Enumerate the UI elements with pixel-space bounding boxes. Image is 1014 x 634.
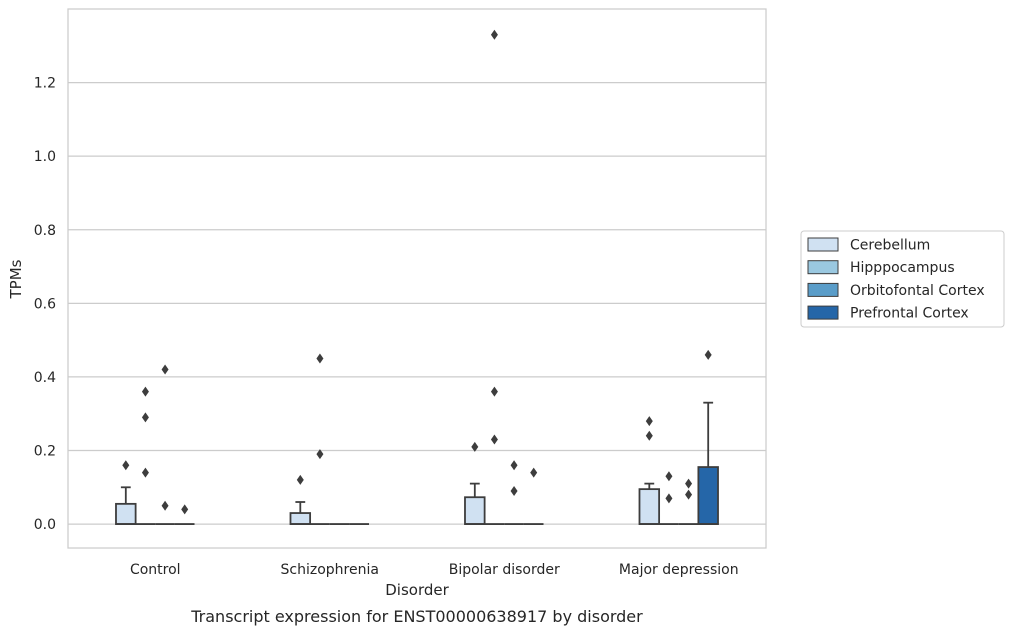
y-tick-label: 0.2 (34, 444, 56, 460)
outlier-point (490, 29, 498, 40)
legend-swatch (807, 260, 839, 275)
gridlines (68, 81, 766, 525)
x-axis-title: Disorder (385, 581, 449, 599)
chart-caption: Transcript expression for ENST0000063891… (190, 607, 643, 626)
outlier-point (685, 489, 693, 500)
outlier-point (704, 349, 712, 360)
legend: Cerebellum Hipppocampus Orbitofontal Corte… (800, 230, 1005, 328)
x-tick-label: Major depression (619, 562, 739, 578)
legend-label: Orbitofontal Cortex (850, 283, 985, 299)
legend-frame (800, 230, 1005, 328)
y-tick-label: 0.8 (34, 223, 56, 239)
outlier-point (161, 364, 169, 375)
y-tick-label: 1.0 (34, 149, 56, 165)
x-tick-label: Bipolar disorder (449, 562, 560, 578)
outlier-point (161, 500, 169, 511)
legend-swatch (807, 305, 839, 320)
outlier-point (665, 471, 673, 482)
outlier-point (665, 493, 673, 504)
box-body (638, 488, 661, 525)
legend-swatch (807, 237, 839, 252)
box-body (115, 502, 137, 525)
plot-frame (67, 8, 767, 549)
outlier-point (316, 353, 324, 364)
x-tick-labels: Control Schizophrenia Bipolar disorder Majo… (130, 562, 739, 578)
outlier-point (141, 467, 149, 478)
outlier-point (530, 467, 538, 478)
box-body (464, 496, 486, 525)
legend-label: Cerebellum (850, 238, 930, 254)
outlier-point (490, 386, 498, 397)
x-tick-label: Control (130, 562, 181, 578)
outlier-point (645, 416, 653, 427)
outlier-point (141, 386, 149, 397)
y-tick-label: 1.2 (34, 76, 56, 92)
box-body (289, 512, 312, 525)
y-tick-label: 0.0 (34, 517, 56, 533)
outlier-point (316, 449, 324, 460)
legend-label: Hipppocampus (850, 260, 955, 276)
y-tick-labels: 0.0 0.2 0.4 0.6 0.8 1.0 1.2 (34, 76, 56, 534)
box-body (697, 466, 719, 525)
legend-label: Prefrontal Cortex (850, 306, 969, 322)
outlier-point (141, 412, 149, 423)
y-tick-label: 0.6 (34, 296, 56, 312)
outlier-point (122, 460, 130, 471)
legend-swatch (807, 282, 839, 297)
plot-marks (115, 29, 719, 525)
outlier-point (510, 460, 518, 471)
x-tick-label: Schizophrenia (281, 562, 379, 578)
outlier-point (490, 434, 498, 445)
outlier-point (471, 441, 479, 452)
outlier-point (645, 430, 653, 441)
y-tick-label: 0.4 (34, 370, 56, 386)
y-axis-title: TPMs (7, 259, 25, 299)
outlier-point (181, 504, 189, 515)
outlier-point (296, 474, 304, 485)
outlier-point (685, 478, 693, 489)
outlier-point (510, 485, 518, 496)
